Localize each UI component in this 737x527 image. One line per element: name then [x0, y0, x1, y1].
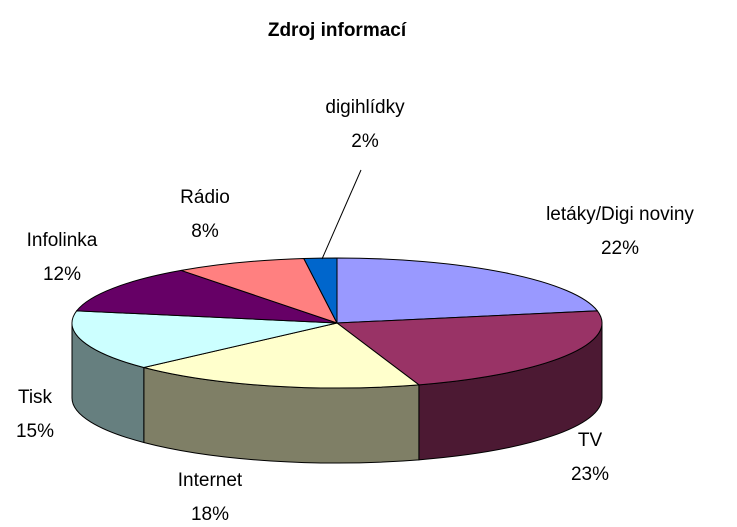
slice-label: Tisk [18, 387, 53, 408]
slice [302, 257, 338, 324]
slice [335, 310, 603, 386]
slice-label: Internet [178, 470, 243, 491]
slice-label: digihlídky [325, 97, 405, 118]
leader-line [321, 169, 362, 260]
slice-value-label: 23% [571, 464, 609, 485]
slice [143, 322, 421, 389]
slice [75, 269, 338, 324]
slice-label: Infolinka [27, 230, 98, 251]
slice [336, 257, 599, 324]
slice [181, 258, 339, 324]
slice-value-label: 8% [191, 221, 219, 242]
slice-label: TV [578, 430, 603, 451]
slice-value-label: 15% [16, 421, 54, 442]
slice-value-label: 22% [601, 238, 639, 259]
slice [71, 310, 338, 369]
slice-label: Rádio [180, 187, 230, 208]
chart-title: Zdroj informací [268, 20, 407, 41]
slice-label: letáky/Digi noviny [546, 204, 694, 225]
slice-value-label: 18% [191, 504, 229, 525]
slice-value-label: 2% [351, 131, 379, 152]
slice-value-label: 12% [43, 264, 81, 285]
